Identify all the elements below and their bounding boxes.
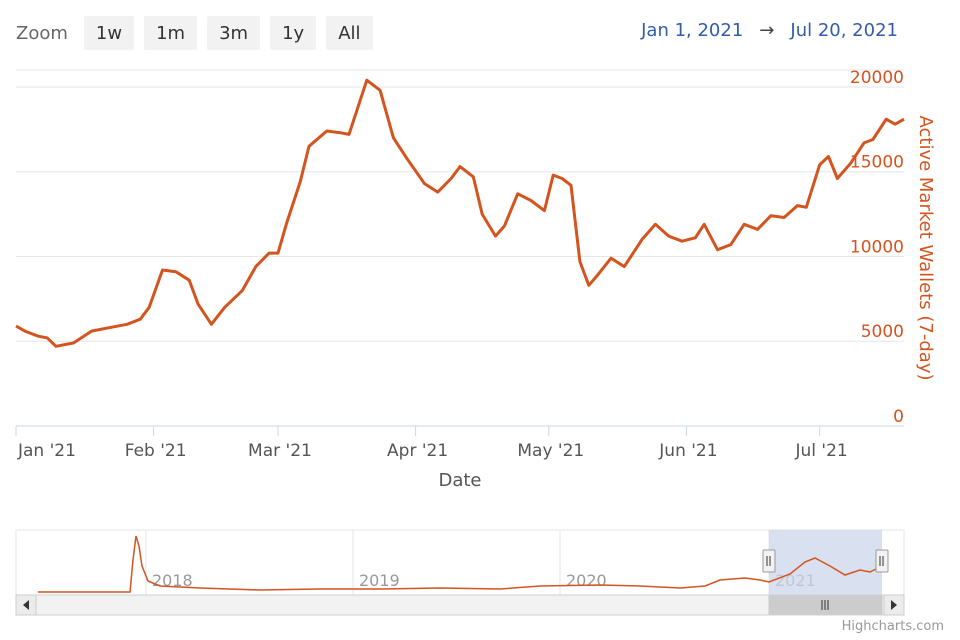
x-axis: Jan '21 Feb '21 Mar '21 Apr '21 May '21 Jun '… [15, 426, 848, 461]
navigator-label: 2019 [359, 571, 400, 590]
navigator-selected-range[interactable] [769, 530, 882, 595]
credits-link[interactable]: Highcharts.com [841, 619, 944, 634]
x-tick-label: Jan '21 [17, 441, 76, 461]
chevron-left-icon [23, 600, 29, 610]
y-tick-label: 20000 [850, 68, 904, 88]
zoom-label: Zoom [16, 22, 68, 44]
zoom-1m-button[interactable]: 1m [144, 16, 198, 50]
navigator-series-line [38, 535, 883, 593]
y-axis: 0 5000 10000 15000 20000 [850, 68, 904, 427]
zoom-1w-button[interactable]: 1w [83, 16, 135, 50]
x-tick-label: May '21 [517, 441, 584, 461]
zoom-1y-button[interactable]: 1y [270, 16, 317, 50]
grid-lines [16, 69, 904, 427]
navigator-background [15, 529, 905, 596]
scrollbar-thumb[interactable] [768, 595, 883, 615]
series-line [15, 78, 905, 348]
zoom-3m-button[interactable]: 3m [207, 16, 261, 50]
chevron-right-icon [891, 600, 897, 610]
zoom-all-button[interactable]: All [326, 16, 373, 50]
x-tick-label: Apr '21 [387, 441, 448, 461]
scrollbar-left-button[interactable] [15, 594, 37, 616]
y-tick-label: 15000 [850, 153, 904, 173]
navigator-right-handle[interactable] [875, 549, 889, 573]
y-tick-label: 10000 [850, 237, 904, 257]
navigator-label: 2020 [566, 571, 607, 590]
x-axis-title: Date [438, 470, 481, 491]
range-to-input[interactable]: Jul 20, 2021 [790, 20, 898, 41]
date-range: Jan 1, 2021 → Jul 20, 2021 [641, 20, 898, 41]
zoom-bar: Zoom 1w 1m 3m 1y All [16, 16, 373, 50]
scrollbar-right-button[interactable] [883, 594, 905, 616]
x-tick-label: Mar '21 [248, 441, 312, 461]
y-tick-label: 5000 [861, 322, 904, 342]
navigator[interactable]: 2018 2019 2020 2021 [15, 529, 905, 596]
y-tick-label: 0 [893, 407, 904, 427]
y-axis-title: Active Market Wallets (7-day) [915, 115, 936, 380]
range-arrow-icon: → [759, 20, 775, 41]
x-tick-label: Jun '21 [658, 441, 717, 461]
navigator-label: 2018 [152, 571, 193, 590]
range-from-input[interactable]: Jan 1, 2021 [641, 20, 744, 41]
scrollbar[interactable] [15, 594, 905, 616]
x-tick-label: Jul '21 [795, 441, 848, 461]
navigator-left-handle[interactable] [762, 549, 776, 573]
x-tick-label: Feb '21 [125, 441, 187, 461]
